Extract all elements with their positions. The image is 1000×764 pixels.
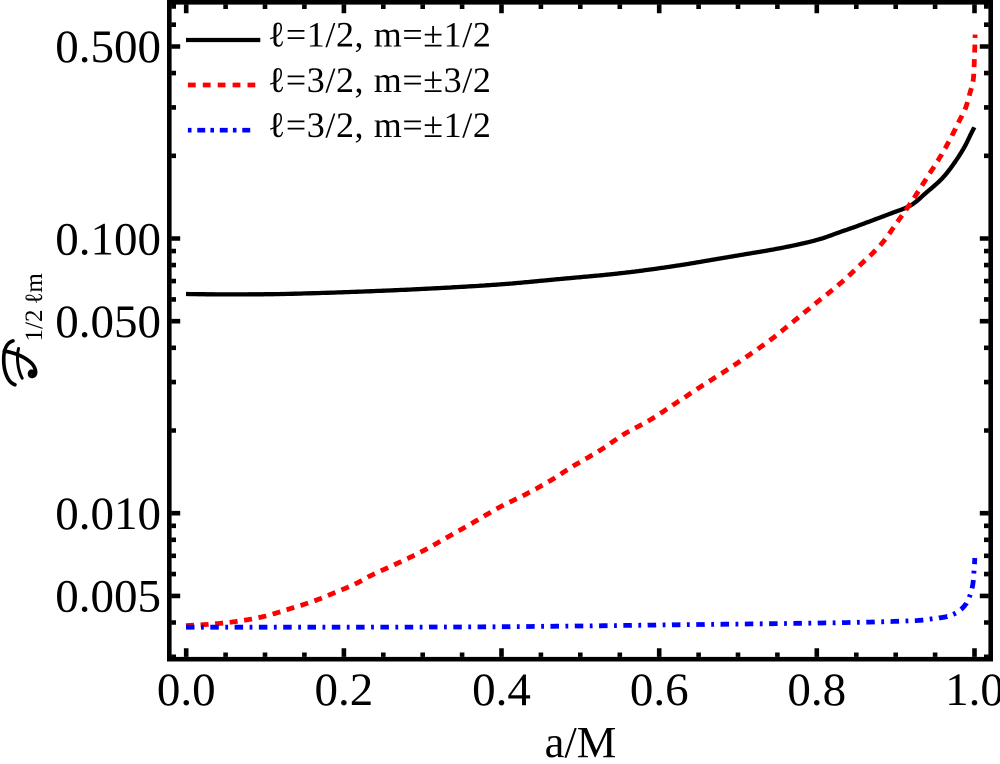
svg-text:1/2 ℓm: 1/2 ℓm	[21, 273, 48, 342]
svg-text:a/M: a/M	[545, 717, 617, 764]
svg-text:1.0: 1.0	[945, 664, 1000, 716]
svg-text:ℓ=3/2, m=±1/2: ℓ=3/2, m=±1/2	[268, 105, 491, 145]
svg-text:0.050: 0.050	[55, 296, 161, 348]
svg-text:ℓ=1/2, m=±1/2: ℓ=1/2, m=±1/2	[268, 14, 491, 54]
svg-text:0.005: 0.005	[55, 571, 161, 623]
svg-text:ℓ=3/2, m=±3/2: ℓ=3/2, m=±3/2	[268, 60, 491, 100]
svg-text:0.010: 0.010	[55, 488, 161, 540]
svg-text:0.100: 0.100	[55, 213, 161, 265]
svg-text:0.2: 0.2	[315, 664, 374, 716]
svg-text:0.0: 0.0	[157, 664, 216, 716]
svg-text:0.4: 0.4	[472, 664, 531, 716]
svg-text:0.6: 0.6	[630, 664, 689, 716]
svg-text:0.8: 0.8	[787, 664, 846, 716]
svg-text:0.500: 0.500	[55, 21, 161, 73]
